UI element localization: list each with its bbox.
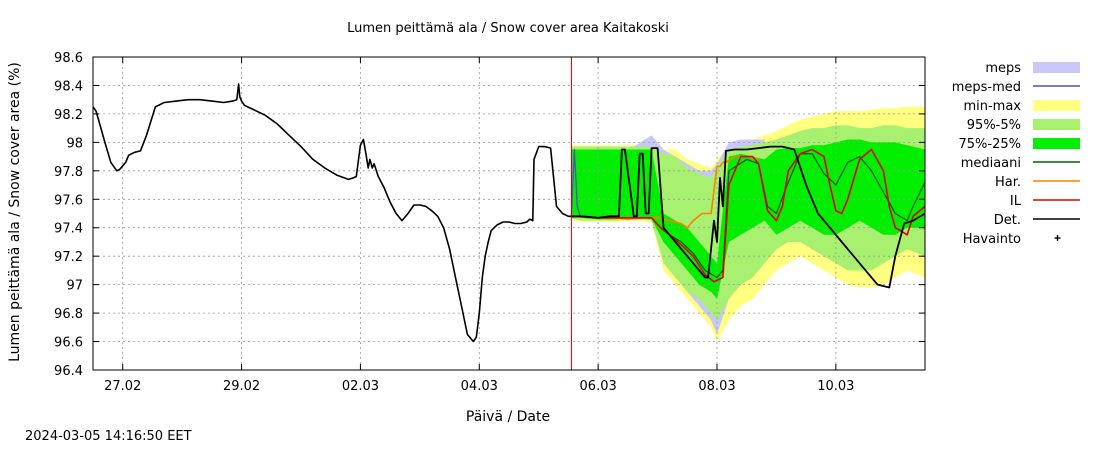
x-axis-label: Päivä / Date [466, 409, 550, 425]
legend-label-meps: meps [985, 61, 1021, 76]
y-tick-label: 97.6 [54, 193, 83, 208]
legend: meps meps-med min-max 95%-5% 75%-25% mediaani… [952, 61, 1080, 247]
legend-label-det: Det. [994, 213, 1021, 228]
legend-swatch-p95_5 [1033, 119, 1080, 130]
legend-label-har: Har. [995, 175, 1021, 190]
x-tick-label: 10.03 [817, 379, 854, 394]
x-tick-label: 29.02 [223, 379, 260, 394]
legend-swatch-p75_25 [1033, 138, 1080, 149]
y-tick-label: 96.6 [54, 336, 83, 351]
legend-swatch-meps [1033, 62, 1080, 73]
y-tick-label: 96.8 [54, 307, 83, 322]
legend-label-meps_med: meps-med [952, 80, 1021, 95]
y-tick-label: 97.2 [54, 250, 83, 265]
legend-label-minmax: min-max [963, 99, 1021, 114]
legend-label-il: IL [1010, 194, 1022, 209]
series-det-forecast [571, 145, 925, 289]
x-tick-label: 02.03 [342, 379, 379, 394]
x-tick-label: 04.03 [461, 379, 498, 394]
x-tick-label: 08.03 [698, 379, 735, 394]
y-tick-label: 97.4 [54, 222, 83, 237]
legend-swatch-havainto [1054, 235, 1061, 241]
y-axis-label: Lumen peittämä ala / Snow cover area (%) [7, 62, 23, 362]
plot-area [93, 57, 925, 370]
y-tick-label: 96.4 [54, 364, 83, 379]
chart-title: Lumen peittämä ala / Snow cover area Kai… [347, 21, 669, 36]
y-tick-label: 98.6 [54, 51, 83, 66]
band-75-25 [571, 139, 925, 299]
legend-label-p95_5: 95%-5% [967, 118, 1021, 133]
x-tick-label: 27.02 [104, 379, 141, 394]
y-tick-label: 98.2 [54, 108, 83, 123]
series-il [571, 148, 925, 283]
timestamp: 2024-03-05 14:16:50 EET [25, 429, 192, 444]
x-tick-label: 06.03 [580, 379, 617, 394]
legend-swatch-minmax [1033, 100, 1080, 111]
grid [93, 57, 925, 370]
series-det-history [93, 83, 572, 343]
plot-frame [92, 56, 926, 371]
y-tick-label: 97 [66, 279, 83, 294]
legend-label-p75_25: 75%-25% [959, 137, 1021, 152]
y-tick-label: 98 [66, 136, 83, 151]
legend-label-mediaani: mediaani [961, 156, 1021, 171]
axes: 96.4 96.6 96.8 97 97.2 97.4 97.6 97.8 98 98.2 98.4… [54, 51, 926, 394]
y-tick-label: 98.4 [54, 79, 83, 94]
y-tick-label: 97.8 [54, 165, 83, 180]
legend-label-havainto: Havainto [963, 232, 1021, 247]
